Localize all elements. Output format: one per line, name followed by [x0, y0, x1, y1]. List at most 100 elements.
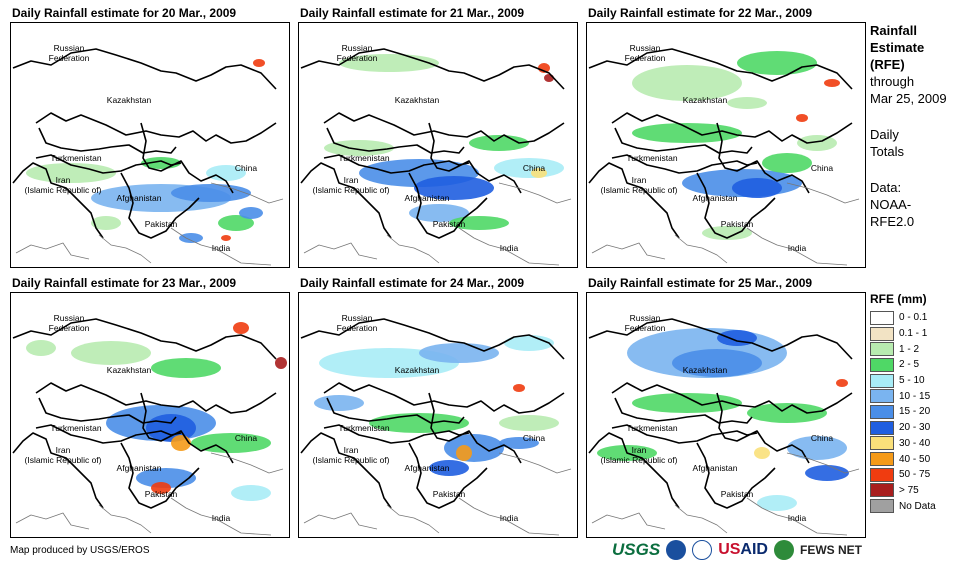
country-border: [210, 182, 284, 204]
fews-globe-icon: [773, 540, 794, 560]
panel-title: Daily Rainfall estimate for 23 Mar., 200…: [12, 276, 237, 290]
rainfall-map: Russian Federation Kazakhstan Turkmenistan I…: [298, 22, 578, 268]
country-label: Kazakhstan: [107, 365, 152, 375]
country-label: Kazakhstan: [107, 95, 152, 105]
rain-cell: [151, 482, 171, 494]
rain-cell: [191, 433, 271, 453]
map-panel-3: Daily Rainfall estimate for 22 Mar., 200…: [586, 6, 866, 268]
legend-swatch: [870, 326, 894, 341]
country-label: Pakistan: [145, 489, 178, 499]
country-border: [323, 424, 470, 444]
country-border: [170, 227, 272, 266]
country-border: [498, 182, 572, 204]
rain-cell: [544, 74, 554, 82]
rainfall-map: Russian Federation Kazakhstan Turkmenistan I…: [10, 22, 290, 268]
rain-cell: [71, 341, 151, 365]
legend-swatch: [870, 420, 894, 435]
country-border: [35, 424, 182, 444]
rain-cell: [732, 178, 782, 198]
legend-label: 0.1 - 1: [899, 328, 928, 340]
rain-cell: [632, 393, 742, 413]
rain-cell: [499, 415, 559, 431]
rain-cell: [737, 51, 817, 75]
rain-cell: [456, 445, 472, 461]
country-border: [674, 234, 728, 264]
data-source-2: RFE2.0: [870, 214, 915, 229]
country-border: [746, 227, 848, 266]
rainfall-map: Russian Federation Kazakhstan Turkmenistan I…: [586, 22, 866, 268]
country-label: Russian: [54, 313, 85, 323]
country-label: (Islamic Republic of): [601, 185, 678, 195]
country-label: Iran: [632, 175, 647, 185]
legend-item: No Data: [870, 498, 965, 514]
legend-item: 5 - 10: [870, 373, 965, 389]
country-border: [140, 122, 234, 194]
rain-cell: [632, 123, 742, 143]
country-label: China: [811, 433, 833, 443]
rain-cell: [796, 114, 808, 122]
rain-cell: [504, 335, 554, 351]
map-panel-1: Daily Rainfall estimate for 20 Mar., 200…: [10, 6, 290, 268]
country-border: [386, 504, 440, 534]
country-border: [588, 162, 680, 239]
country-label: Russian: [54, 43, 85, 53]
country-border: [408, 442, 488, 509]
panel-title: Daily Rainfall estimate for 25 Mar., 200…: [588, 276, 813, 290]
rfe-title-line3: (RFE): [870, 57, 905, 72]
rain-cell: [171, 184, 251, 202]
daily-label: Daily: [870, 127, 899, 142]
rainfall-map: Russian Federation Kazakhstan Turkmenistan I…: [10, 292, 290, 538]
rain-cell: [419, 343, 499, 363]
rain-cell: [179, 233, 203, 243]
country-label: Turkmenistan: [626, 153, 677, 163]
totals-label: Totals: [870, 144, 904, 159]
country-border: [716, 392, 810, 464]
country-border: [696, 172, 776, 239]
country-label: Pakistan: [433, 219, 466, 229]
country-border: [458, 227, 560, 266]
legend-swatch: [870, 373, 894, 388]
country-label: (Islamic Republic of): [313, 185, 390, 195]
rain-cell: [702, 226, 752, 240]
rfe-title-line1: Rainfall: [870, 23, 917, 38]
country-border: [458, 497, 560, 536]
country-label: India: [500, 243, 519, 253]
country-border: [588, 48, 853, 90]
legend-item: 50 - 75: [870, 467, 965, 483]
map-panel-4: Daily Rainfall estimate for 23 Mar., 200…: [10, 276, 290, 538]
country-label: Federation: [337, 53, 378, 63]
legend: RFE (mm) 0 - 0.1 0.1 - 1 1 - 2 2 - 5 5 - 10 1…: [870, 292, 965, 514]
legend-item: 20 - 30: [870, 420, 965, 436]
legend-swatch: [870, 342, 894, 357]
country-border: [35, 112, 277, 144]
country-label: Afghanistan: [117, 463, 162, 473]
country-label: Iran: [632, 445, 647, 455]
legend-item: 2 - 5: [870, 357, 965, 373]
legend-title: RFE (mm): [870, 292, 927, 306]
country-border: [35, 154, 182, 174]
rain-cell: [171, 435, 191, 451]
legend-label: 50 - 75: [899, 469, 931, 481]
country-label: Kazakhstan: [395, 365, 440, 375]
fews-net-logo: FEWS NET: [799, 543, 862, 557]
country-border: [303, 242, 378, 260]
logo-strip: USGS USAID FEWS NET: [612, 538, 862, 562]
country-border: [300, 48, 565, 90]
country-border: [674, 504, 728, 534]
country-border: [696, 442, 776, 509]
country-label: Kazakhstan: [683, 365, 728, 375]
country-label: (Islamic Republic of): [313, 455, 390, 465]
country-label: Afghanistan: [693, 463, 738, 473]
country-label: Federation: [49, 323, 90, 333]
country-border: [35, 382, 277, 414]
legend-item: > 75: [870, 483, 965, 499]
nasa-seal-icon: [692, 540, 713, 560]
country-border: [12, 48, 277, 90]
map-panel-2: Daily Rainfall estimate for 21 Mar., 200…: [298, 6, 578, 268]
data-source-1: NOAA-: [870, 197, 912, 212]
rain-cell: [26, 340, 56, 356]
